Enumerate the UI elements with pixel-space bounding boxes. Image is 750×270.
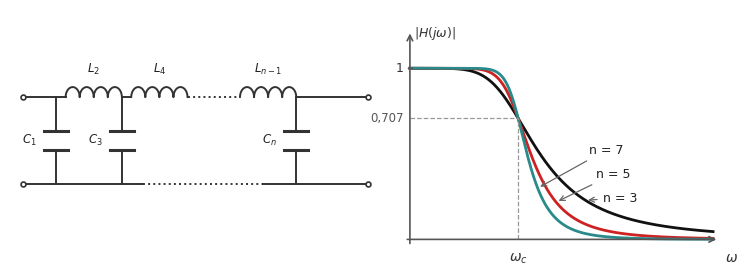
Text: $C_n$: $C_n$ [262, 133, 277, 148]
Text: 0,707: 0,707 [370, 112, 404, 125]
Text: $\omega_c$: $\omega_c$ [509, 251, 527, 266]
Text: $C_1$: $C_1$ [22, 133, 37, 148]
Text: n = 7: n = 7 [542, 144, 623, 186]
Text: $L_4$: $L_4$ [153, 62, 166, 77]
Text: 1: 1 [395, 62, 404, 75]
Text: $C_3$: $C_3$ [88, 133, 102, 148]
Text: $L_2$: $L_2$ [87, 62, 100, 77]
Text: n = 3: n = 3 [590, 192, 637, 205]
Text: n = 5: n = 5 [560, 168, 631, 200]
Text: $|H(j\omega)|$: $|H(j\omega)|$ [414, 25, 456, 42]
Text: $L_{n-1}$: $L_{n-1}$ [254, 62, 282, 77]
Text: $\omega$: $\omega$ [725, 251, 738, 265]
